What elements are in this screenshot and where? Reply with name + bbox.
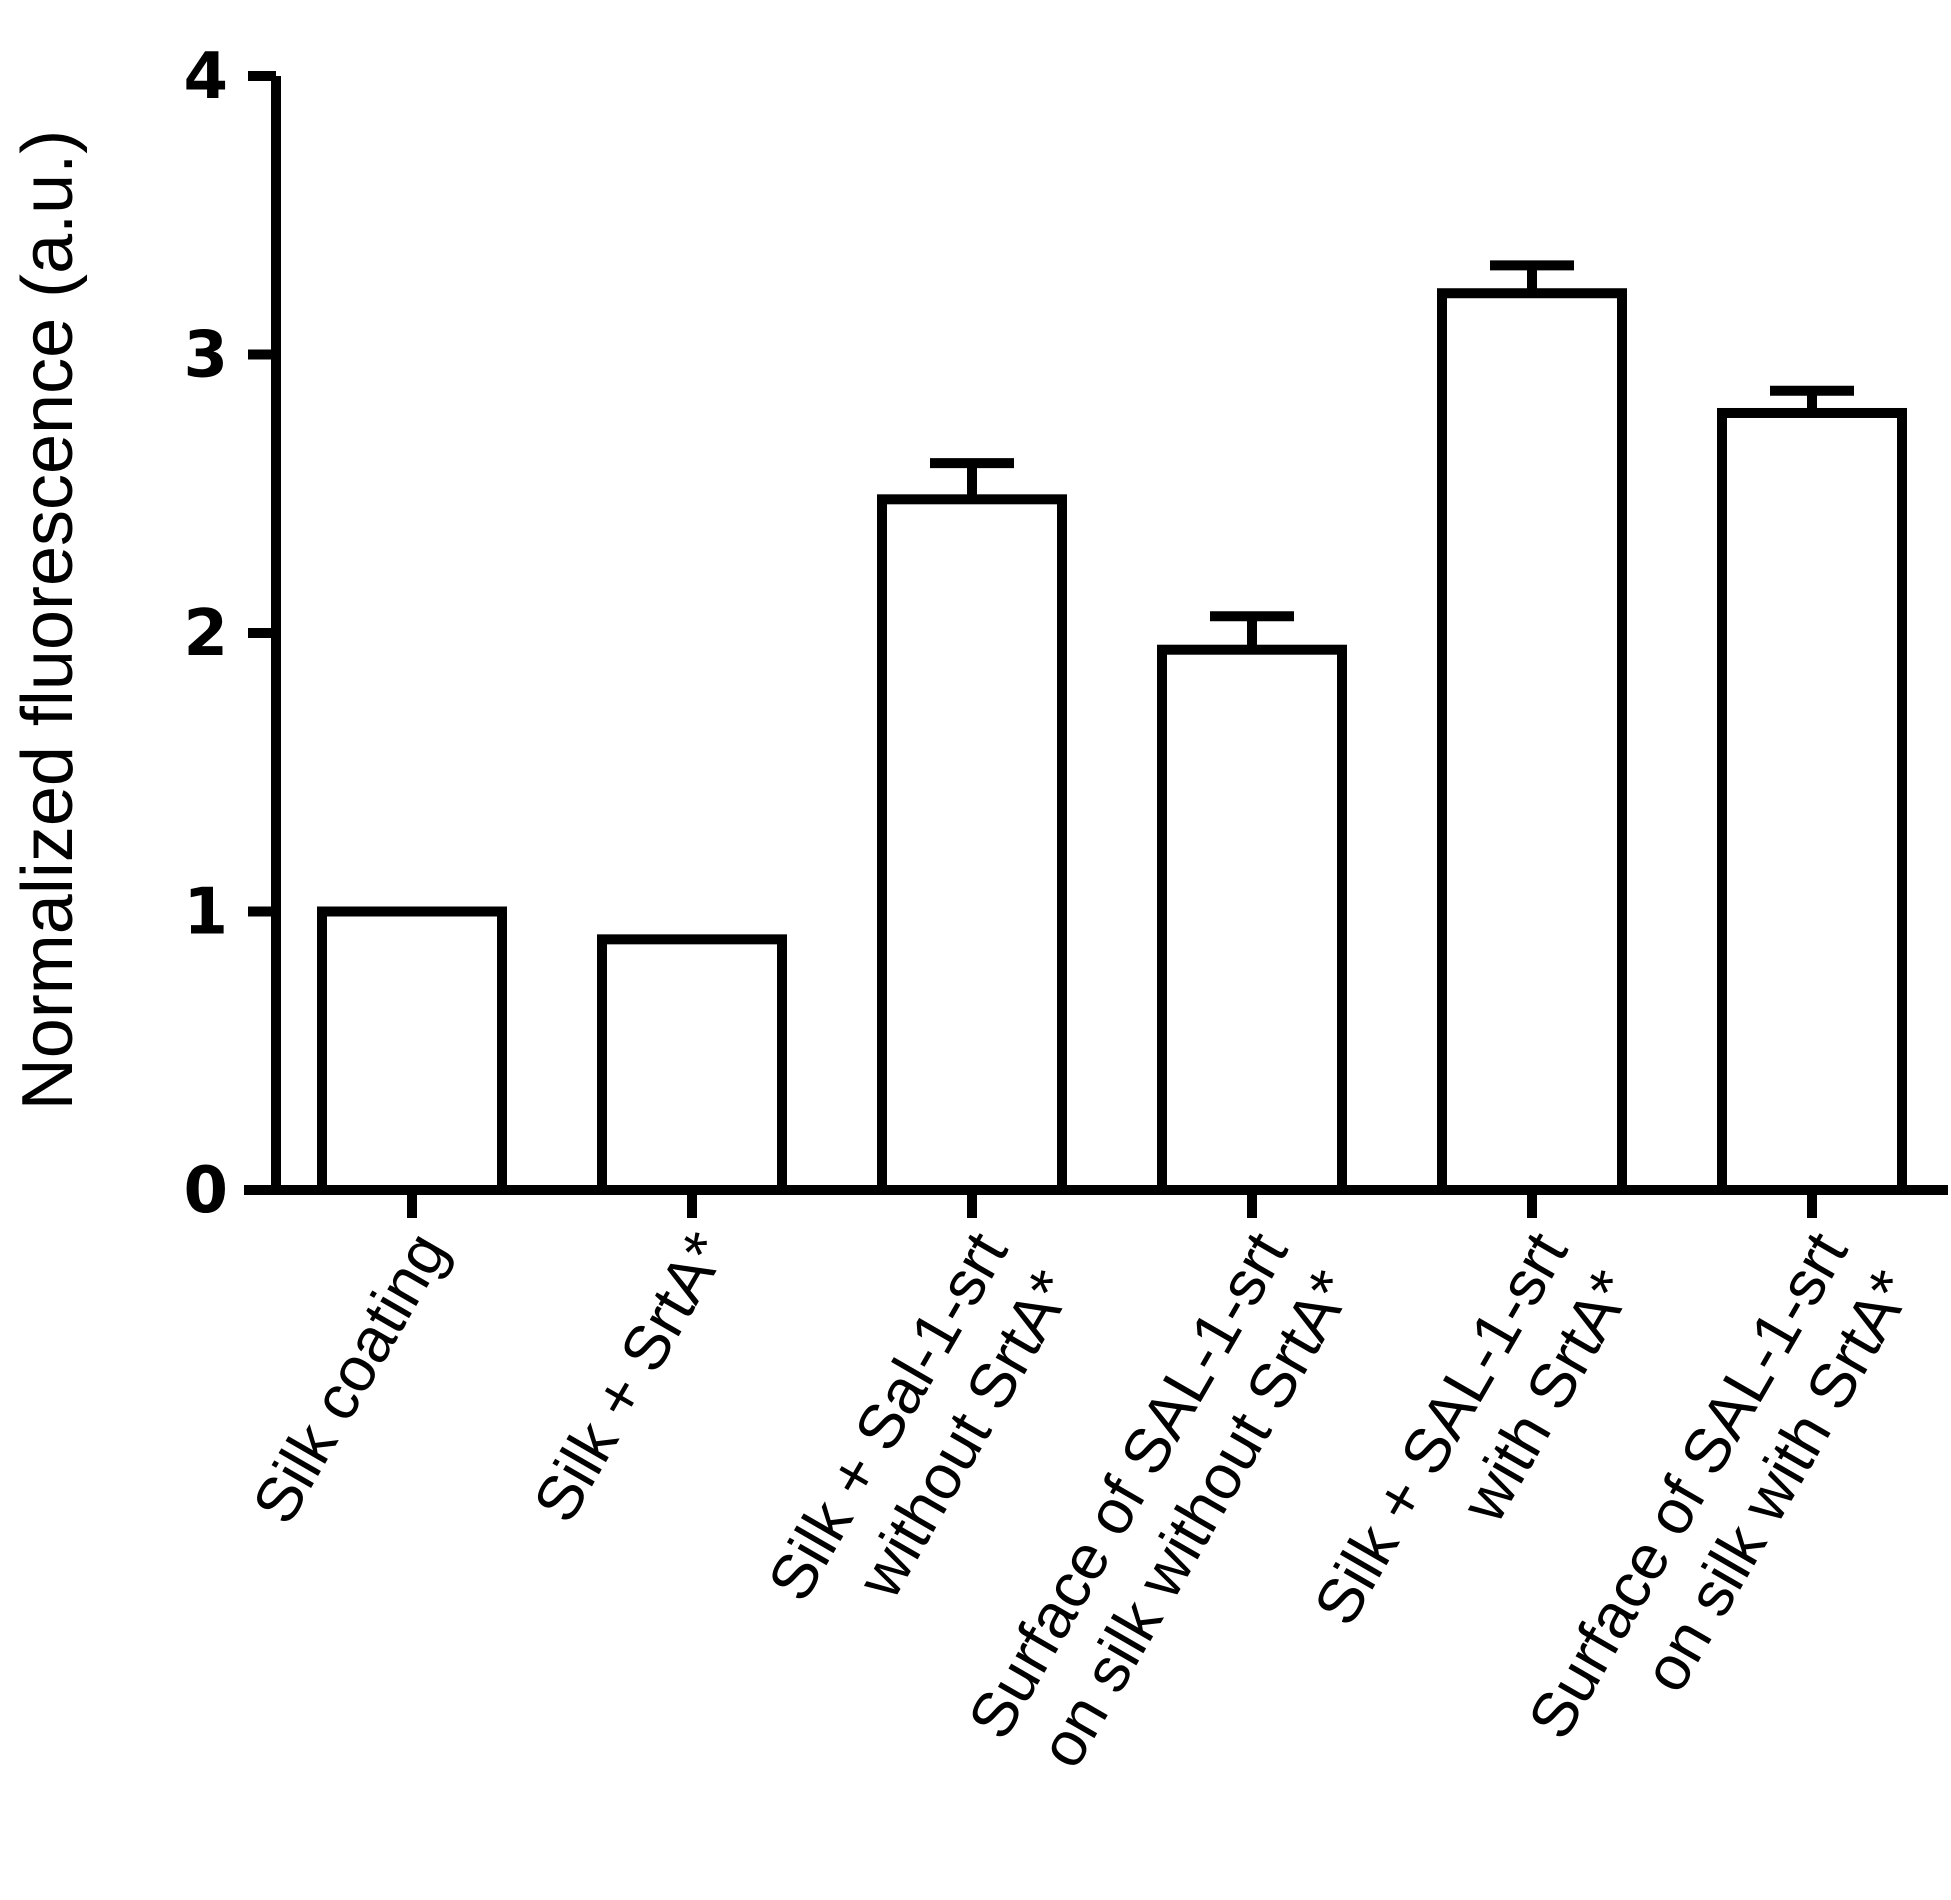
x-ticks: Silk coating Silk + SrtA* Silk + Sal-1-srt… xyxy=(239,1190,1927,1779)
bar xyxy=(597,934,787,1195)
y-tick-label: 1 xyxy=(183,876,228,950)
y-tick-label: 2 xyxy=(183,597,228,671)
y-ticks: 0 1 2 3 4 xyxy=(183,40,276,1228)
bars xyxy=(317,288,1907,1196)
y-tick-label: 0 xyxy=(183,1154,228,1228)
y-axis-label-group: Normalized fluorescence (a.u.) xyxy=(8,130,88,1110)
bar xyxy=(1717,407,1907,1195)
y-tick-label: 3 xyxy=(183,319,228,393)
bar xyxy=(1437,288,1627,1196)
x-tick-label: Silk coating xyxy=(239,1221,461,1535)
bar xyxy=(1157,644,1347,1195)
bar xyxy=(317,906,507,1195)
error-bars xyxy=(930,260,1854,650)
bar xyxy=(877,494,1067,1195)
x-tick-label-line: Silk + SrtA* xyxy=(520,1221,741,1533)
x-tick-label-line: Silk coating xyxy=(239,1221,461,1535)
y-tick-label: 4 xyxy=(183,40,228,114)
y-axis-label: Normalized fluorescence (a.u.) xyxy=(8,130,88,1110)
x-tick-label: Silk + SrtA* xyxy=(520,1221,741,1533)
